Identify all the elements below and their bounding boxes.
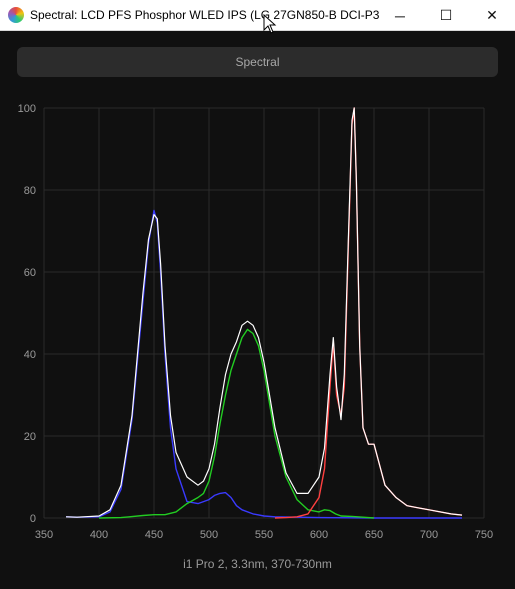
- title-bar: Spectral: LCD PFS Phosphor WLED IPS (LG …: [0, 0, 515, 31]
- y-tick-label: 80: [24, 185, 36, 197]
- x-tick-label: 450: [145, 529, 163, 541]
- tab-spectral[interactable]: Spectral: [17, 47, 498, 77]
- minimize-button[interactable]: ─: [395, 7, 405, 24]
- x-tick-label: 550: [255, 529, 273, 541]
- x-tick-label: 400: [90, 529, 108, 541]
- x-tick-label: 600: [310, 529, 328, 541]
- chart-series: [65, 107, 463, 519]
- window-title: Spectral: LCD PFS Phosphor WLED IPS (LG …: [30, 8, 382, 22]
- close-button[interactable]: ✕: [486, 7, 498, 23]
- series-line-blue: [65, 209, 462, 519]
- series-line-red: [274, 107, 463, 519]
- x-tick-label: 650: [365, 529, 383, 541]
- tab-spectral-label: Spectral: [235, 55, 280, 69]
- series-line-white: [65, 107, 463, 518]
- window-controls: ─ ☐ ✕: [377, 0, 515, 31]
- y-tick-label: 60: [24, 267, 36, 279]
- x-tick-label: 750: [475, 529, 493, 541]
- x-tick-label: 500: [200, 529, 218, 541]
- mouse-cursor-icon: [263, 14, 277, 34]
- y-tick-label: 100: [18, 103, 36, 115]
- y-tick-label: 0: [30, 513, 36, 525]
- chart-grid: [43, 107, 485, 519]
- x-tick-label: 350: [35, 529, 53, 541]
- chart-ticks: 350 400 450 500 550 600 650 700 750 0 20 40 60 80 100: [18, 103, 494, 541]
- app-icon: [8, 7, 24, 23]
- series-line-green: [98, 328, 375, 519]
- y-tick-label: 40: [24, 349, 36, 361]
- chart-caption: i1 Pro 2, 3.3nm, 370-730nm: [183, 557, 332, 571]
- y-tick-label: 20: [24, 431, 36, 443]
- x-tick-label: 700: [420, 529, 438, 541]
- maximize-button[interactable]: ☐: [439, 7, 453, 23]
